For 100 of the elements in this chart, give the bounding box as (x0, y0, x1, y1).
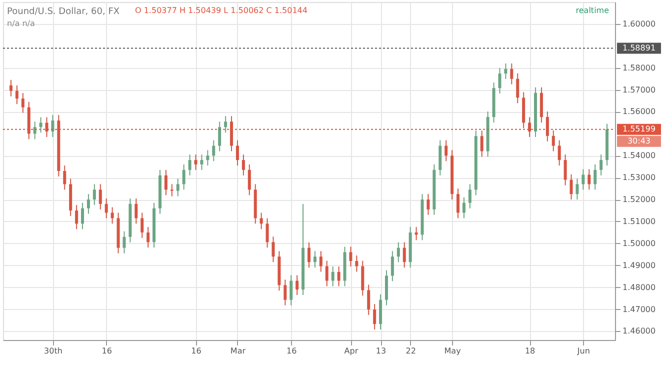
y-tick-label: 1.58000 (622, 63, 656, 72)
candlestick (9, 79, 12, 97)
candlestick (570, 174, 573, 200)
candlestick (576, 178, 579, 200)
ref-line-label: 1.58891 (622, 43, 656, 52)
x-tick-label: Apr (344, 346, 359, 356)
y-tick-label: 1.54000 (622, 151, 656, 160)
x-tick-label: May (444, 346, 462, 356)
candlestick (468, 184, 472, 209)
candlestick (600, 154, 603, 176)
annotation: realtime (576, 6, 610, 15)
candlestick (456, 188, 460, 219)
candlestick (510, 62, 514, 85)
candlestick (140, 212, 144, 238)
candlestick (558, 140, 561, 166)
candlestick (218, 121, 222, 152)
candlestick (63, 165, 66, 190)
candlestick (444, 140, 448, 162)
candlestick (212, 140, 216, 162)
candlestick (51, 114, 54, 138)
y-tick-label: 1.56000 (622, 107, 656, 116)
candlestick (426, 194, 430, 216)
x-tick-label: 30th (44, 346, 62, 356)
candlestick (296, 274, 299, 296)
y-tick-label: 1.51000 (622, 216, 656, 226)
text: Pound/U.S. Dollar, 60, FX (7, 7, 120, 17)
candlestick (39, 116, 42, 134)
candlestick (331, 266, 334, 287)
candlestick (242, 154, 245, 176)
candlestick (462, 196, 466, 219)
candlestick (81, 202, 84, 230)
candlestick (194, 154, 198, 170)
candlestick (21, 92, 24, 114)
candlestick (75, 204, 78, 230)
y-tick-label: 1.49000 (622, 260, 656, 270)
candlestick (361, 260, 364, 296)
x-tick-label: 22 (406, 346, 416, 356)
ref-line-label: 1.55199 (622, 124, 656, 134)
candlestick (272, 236, 275, 263)
candlestick (594, 164, 597, 190)
x-tick-label: 13 (376, 346, 386, 356)
annotation: O 1.50377 H 1.50439 L 1.50062 C 1.50144 (135, 6, 308, 15)
candlestick (176, 178, 180, 197)
candlestick (504, 62, 508, 80)
candlestick (373, 304, 376, 330)
y-tick-label: 1.52000 (622, 195, 656, 204)
y-tick-label: 1.46000 (622, 326, 656, 336)
x-tick-label: 16 (191, 346, 202, 356)
y-tick-label: 1.48000 (622, 282, 656, 292)
candlestick (266, 218, 269, 248)
annotation: n/a n/a (7, 19, 35, 28)
candlestick (308, 242, 310, 268)
candlestick (248, 164, 251, 196)
y-tick-label: 1.50000 (622, 238, 656, 248)
candlestick (552, 130, 555, 152)
candlestick (516, 72, 520, 104)
candlestick (110, 206, 114, 224)
candlestick (92, 184, 96, 206)
candlestick (290, 274, 293, 306)
candlestick (200, 154, 204, 170)
candlestick (564, 154, 567, 186)
candlestick (582, 168, 585, 190)
candlestick (104, 198, 108, 219)
candlestick (236, 140, 239, 166)
y-tick-label: 1.60000 (622, 19, 656, 28)
x-tick-label: 16 (286, 346, 297, 356)
candlestick (146, 226, 150, 248)
candlestick (134, 198, 138, 224)
candlestick (402, 242, 406, 268)
text: 30:43 (627, 136, 651, 146)
candlestick (98, 184, 102, 210)
candlestick (588, 168, 591, 190)
candlestick (122, 230, 126, 254)
candlestick (284, 279, 287, 306)
candlestick (390, 250, 394, 282)
candlestick (33, 121, 36, 140)
candlestick (86, 194, 90, 214)
candlestick (349, 246, 352, 267)
candlestick (188, 154, 192, 176)
candlestick (367, 284, 370, 316)
x-tick-label: 16 (102, 346, 112, 356)
x-tick-label: 18 (524, 346, 536, 356)
candlestick (337, 266, 340, 287)
candlestick (164, 169, 168, 196)
candlestick (414, 226, 418, 241)
x-tick-label: Jun (576, 346, 590, 356)
candlestick (480, 130, 484, 158)
candlestick (319, 250, 322, 272)
candlestick (355, 255, 358, 272)
y-tick-label: 1.47000 (622, 304, 656, 314)
candlestick (260, 212, 263, 230)
candlestick (396, 242, 400, 263)
candlestick (182, 164, 186, 190)
candlestick (313, 250, 316, 268)
candlestick (15, 84, 18, 105)
y-tick-label: 1.53000 (622, 173, 656, 182)
y-tick-label: 1.57000 (622, 85, 656, 94)
candlestick (325, 260, 328, 287)
candlestick (224, 116, 228, 134)
candlestick (498, 68, 502, 94)
